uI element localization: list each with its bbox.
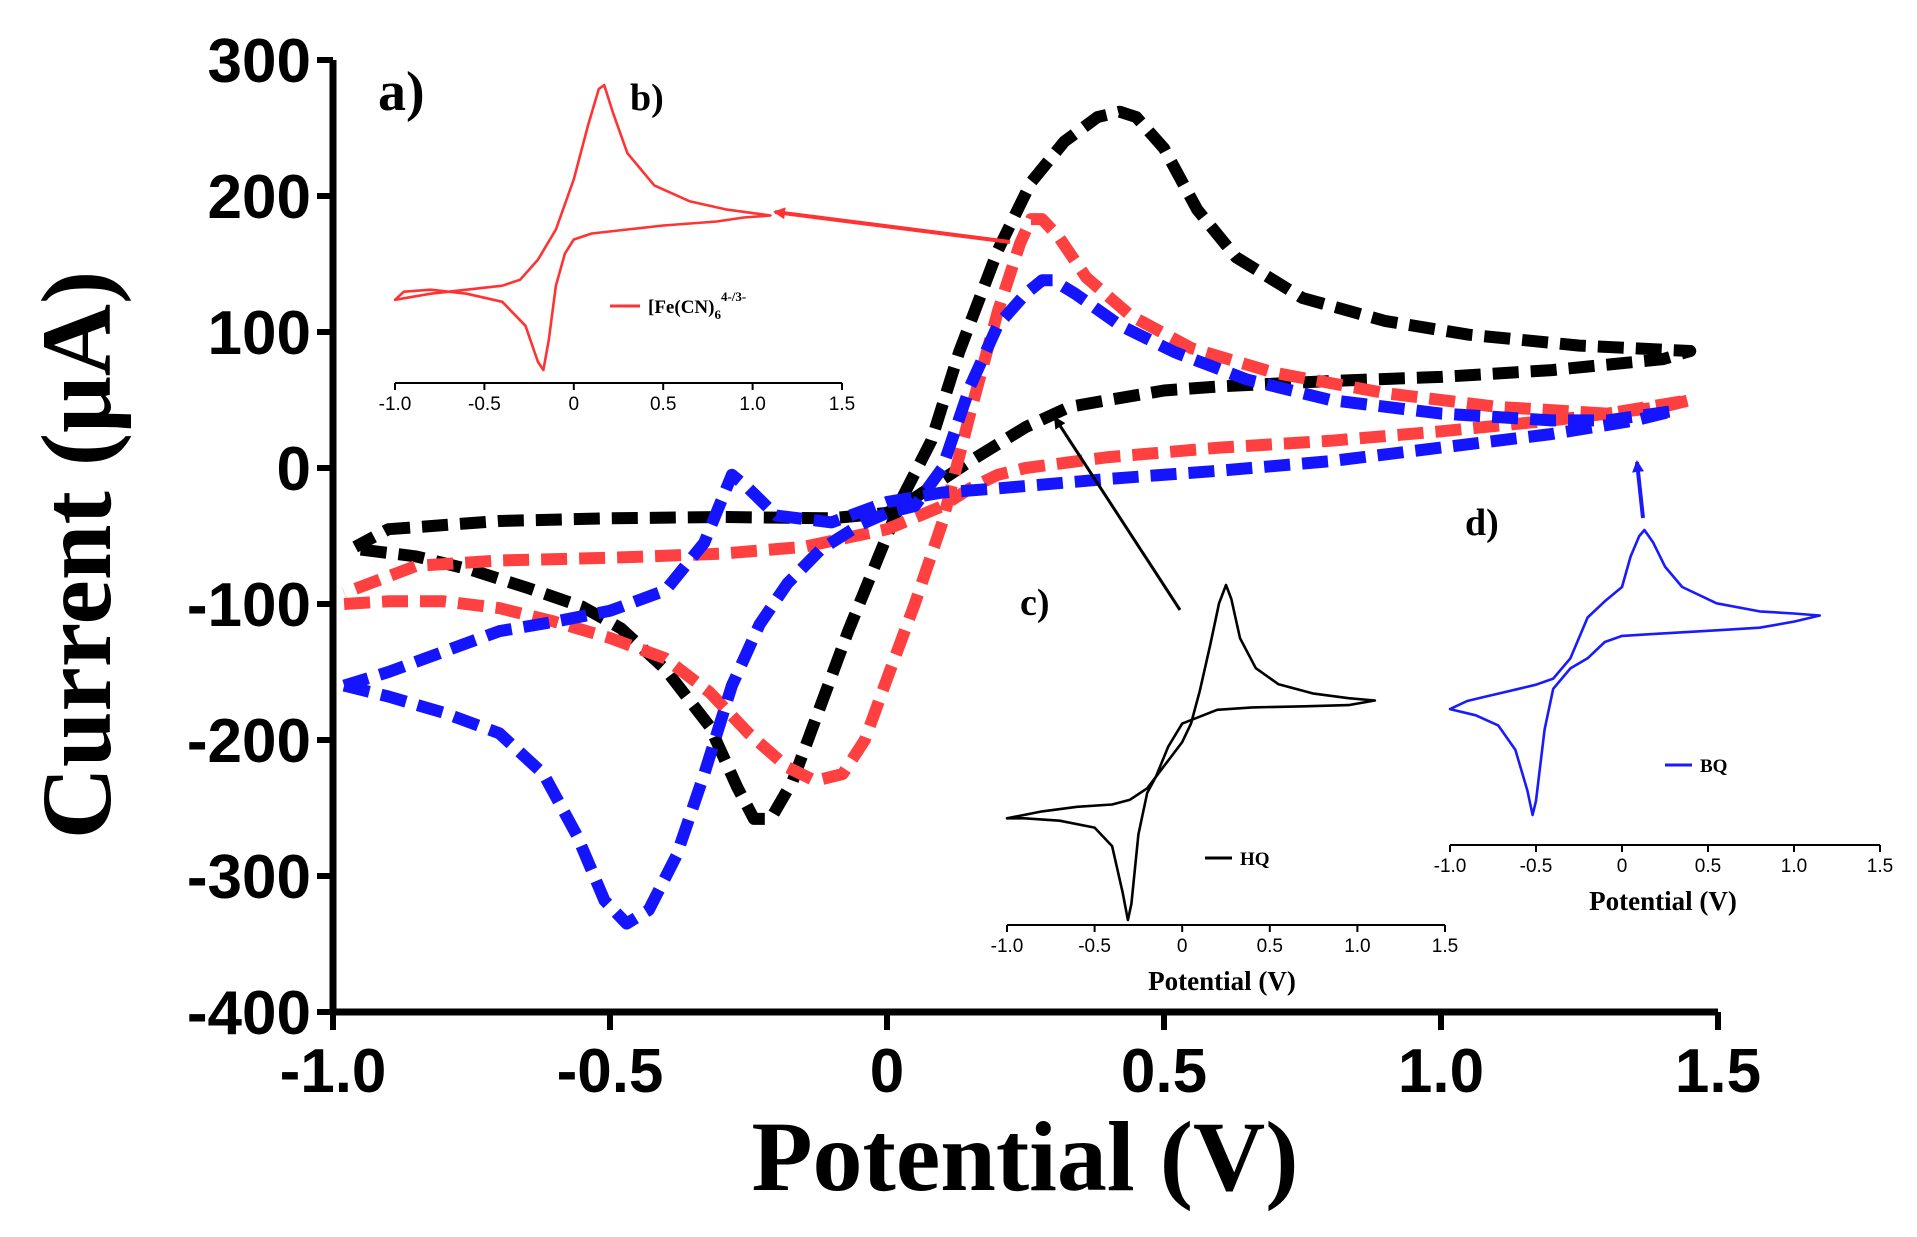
inset-d-legend-text: BQ (1700, 756, 1727, 777)
panel-label-b: b) (630, 77, 664, 119)
main-x-tick-label: 0.5 (1121, 1037, 1207, 1106)
inset-d-x-tick-label: -1.0 (1434, 856, 1467, 877)
inset-b-legend-text: [Fe(CN)64-/3- (648, 289, 746, 322)
main-y-tick-label: 100 (208, 299, 311, 368)
inset-c-series-0 (1005, 583, 1377, 922)
inset-d-x-axis-label: Potential (V) (1589, 886, 1737, 916)
main-y-tick-label: -400 (187, 979, 311, 1048)
main-series-0 (352, 105, 1697, 825)
inset-d-x-tick-label: 1.5 (1867, 856, 1893, 877)
inset-c-x-tick-label: -1.0 (991, 936, 1024, 957)
main-y-tick-label: -100 (187, 571, 311, 640)
inset-c-legend-text: HQ (1240, 849, 1270, 870)
main-y-tick-label: 0 (277, 435, 311, 504)
inset-b-x-tick-label: -0.5 (468, 394, 501, 415)
inset-d-x-tick-label: -0.5 (1520, 856, 1553, 877)
panel-label-c: c) (1020, 582, 1050, 624)
inset-d-x-tick-label: 0 (1617, 856, 1628, 877)
main-y-tick-label: 200 (208, 163, 311, 232)
arrow-red-to-inset-b (773, 207, 1011, 244)
inset-d-x-tick-label: 0.5 (1695, 856, 1721, 877)
main-series-1 (341, 213, 1697, 787)
main-x-tick-label: -1.0 (280, 1037, 387, 1106)
inset-c-x-axis-label: Potential (V) (1148, 966, 1296, 996)
main-chart: -400 -300 -200 -100 0 100 200 300 -1.0 -0.5 0 0.5 1… (21, 27, 1761, 1212)
inset-c: -1.0 -0.5 0 0.5 1.0 1.5 Potential (V) c) HQ (991, 582, 1459, 996)
inset-c-x-tick-label: 1.0 (1344, 936, 1370, 957)
main-y-axis-label: Current (μA) (21, 271, 132, 840)
inset-c-series-group (1005, 583, 1377, 922)
inset-c-x-tick-label: -0.5 (1078, 936, 1111, 957)
inset-b-series-group (393, 83, 772, 372)
main-x-ticks: -1.0 -0.5 0 0.5 1.0 1.5 (280, 1012, 1761, 1106)
main-series-group (341, 105, 1697, 930)
main-x-tick-label: 1.5 (1675, 1037, 1761, 1106)
main-x-tick-label: -0.5 (557, 1037, 664, 1106)
inset-b: -1.0 -0.5 0 0.5 1.0 1.5 b) [Fe(CN)64-/3- (379, 77, 856, 415)
main-y-tick-label: 300 (208, 27, 311, 96)
inset-d: -1.0 -0.5 0 0.5 1.0 1.5 Potential (V) d) BQ (1434, 502, 1894, 916)
main-axes (329, 60, 1718, 1016)
inset-b-x-tick-label: 1.5 (829, 394, 855, 415)
panel-label-a: a) (378, 61, 425, 123)
inset-d-series-group (1448, 528, 1822, 817)
main-y-tick-label: -200 (187, 707, 311, 776)
inset-c-x-tick-label: 0.5 (1257, 936, 1283, 957)
main-y-tick-label: -300 (187, 843, 311, 912)
main-x-tick-label: 1.0 (1398, 1037, 1484, 1106)
main-y-ticks: -400 -300 -200 -100 0 100 200 300 (187, 27, 333, 1048)
main-x-axis-label: Potential (V) (751, 1101, 1298, 1212)
inset-d-series-0 (1448, 528, 1822, 817)
inset-b-x-tick-label: -1.0 (379, 394, 412, 415)
inset-c-x-tick-label: 1.5 (1432, 936, 1458, 957)
inset-c-x-tick-label: 0 (1177, 936, 1188, 957)
arrow-black-from-inset-c (1053, 416, 1182, 611)
panel-label-d: d) (1465, 502, 1499, 544)
arrow-blue-from-inset-d (1632, 460, 1645, 519)
inset-d-x-tick-label: 1.0 (1781, 856, 1807, 877)
inset-b-x-tick-label: 0.5 (650, 394, 676, 415)
inset-b-series-0 (393, 83, 772, 372)
inset-b-x-ticks: -1.0 -0.5 0 0.5 1.0 1.5 (379, 383, 855, 415)
inset-d-x-ticks: -1.0 -0.5 0 0.5 1.0 1.5 (1434, 845, 1893, 877)
main-series-2 (342, 274, 1680, 930)
inset-c-x-ticks: -1.0 -0.5 0 0.5 1.0 1.5 (991, 925, 1458, 957)
inset-b-x-tick-label: 1.0 (739, 394, 765, 415)
inset-b-x-tick-label: 0 (569, 394, 580, 415)
main-x-tick-label: 0 (870, 1037, 904, 1106)
